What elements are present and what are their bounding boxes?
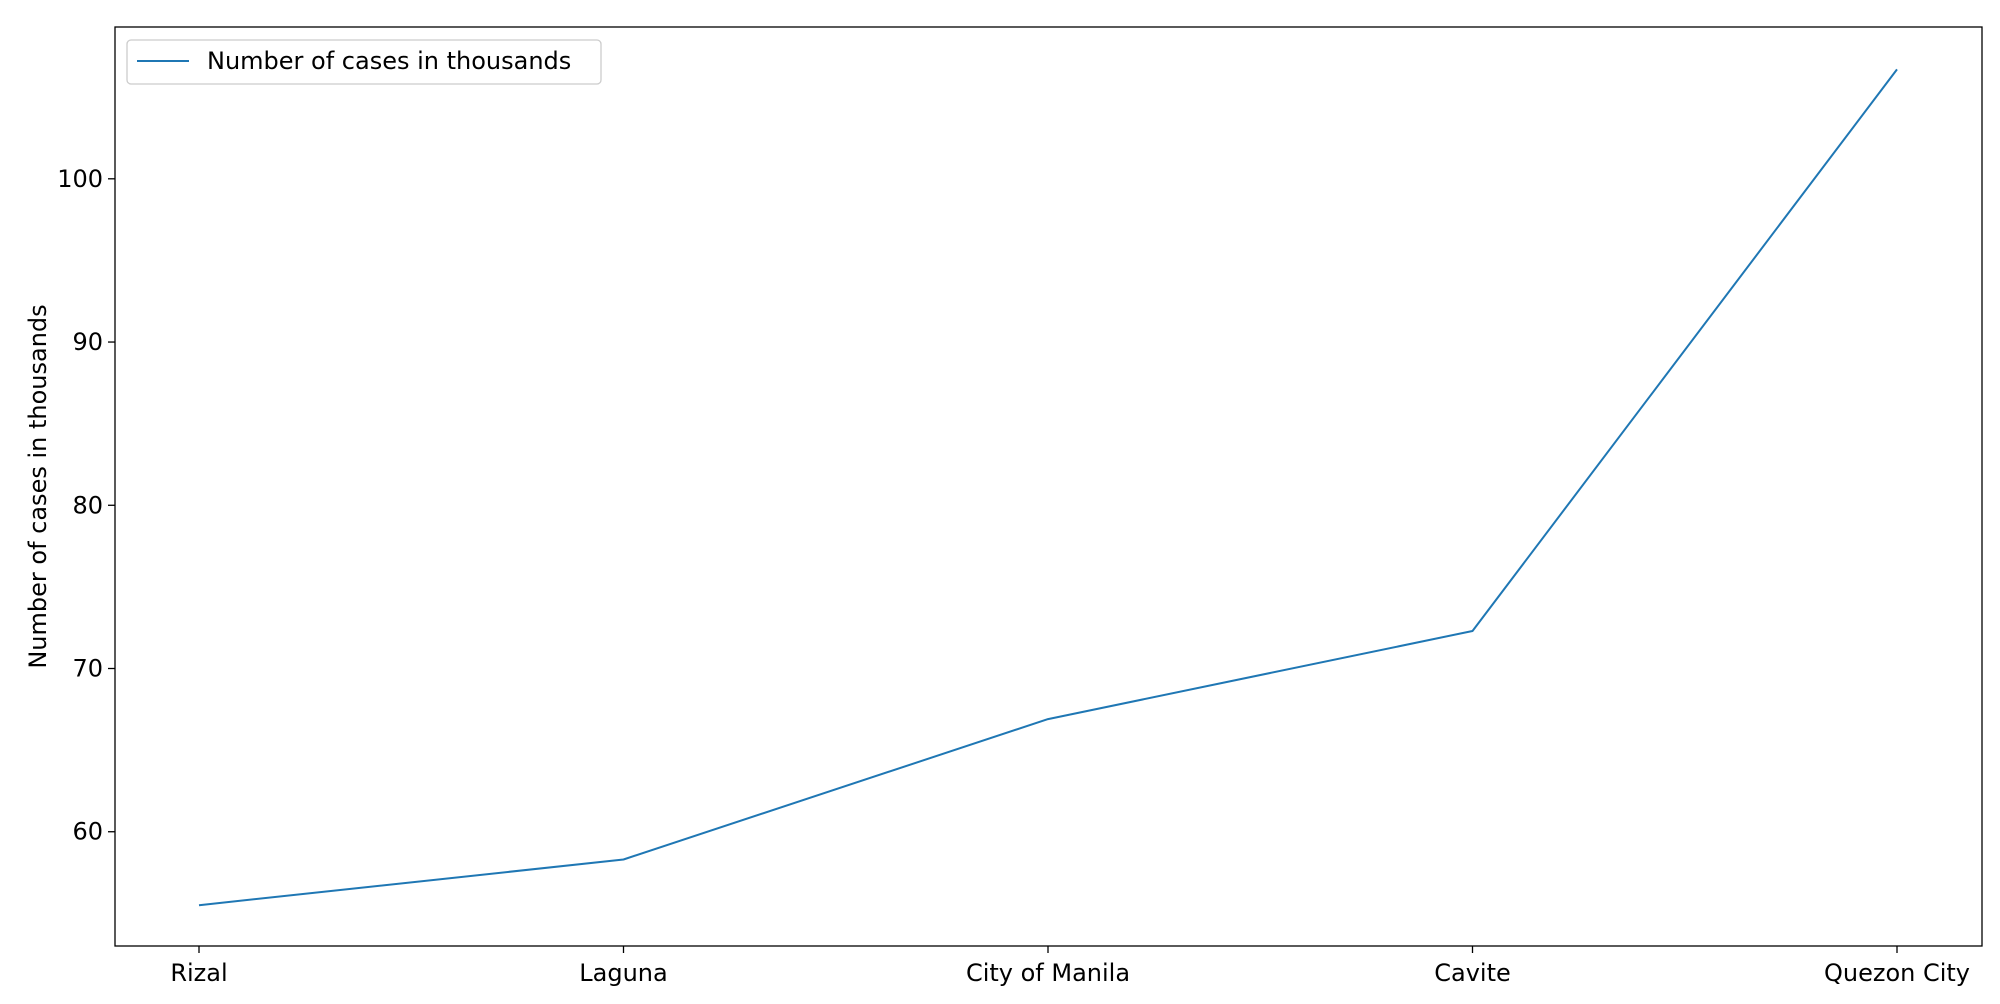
plot-area (114, 26, 1983, 947)
y-tick-label: 60 (72, 818, 103, 846)
y-tick-label: 100 (57, 165, 103, 193)
data-point (197, 903, 201, 907)
x-tick-label: Cavite (1434, 959, 1511, 987)
y-tick-label: 90 (72, 328, 103, 356)
data-point (1471, 629, 1475, 633)
y-tick-label: 70 (72, 655, 103, 683)
y-axis-label: Number of cases in thousands (24, 304, 52, 668)
x-tick-label: City of Manila (966, 959, 1130, 987)
legend-box (126, 39, 602, 85)
data-point (1046, 717, 1050, 721)
y-tick-label: 80 (72, 491, 103, 519)
x-tick-label: Laguna (579, 959, 667, 987)
data-point (1895, 67, 1899, 71)
legend-label: Number of cases in thousands (207, 47, 571, 75)
plot-frame (114, 26, 1983, 947)
series-line-0 (198, 68, 1898, 907)
x-tick-label: Rizal (170, 959, 227, 987)
data-point (622, 858, 626, 862)
x-tick-label: Quezon City (1824, 959, 1970, 987)
x-axis-ticks: Rizal Laguna City of Manila Cavite Quezon Ci… (170, 946, 1970, 987)
legend: Number of cases in thousands (126, 39, 602, 85)
y-axis-ticks: 60 70 80 90 100 (57, 165, 115, 846)
